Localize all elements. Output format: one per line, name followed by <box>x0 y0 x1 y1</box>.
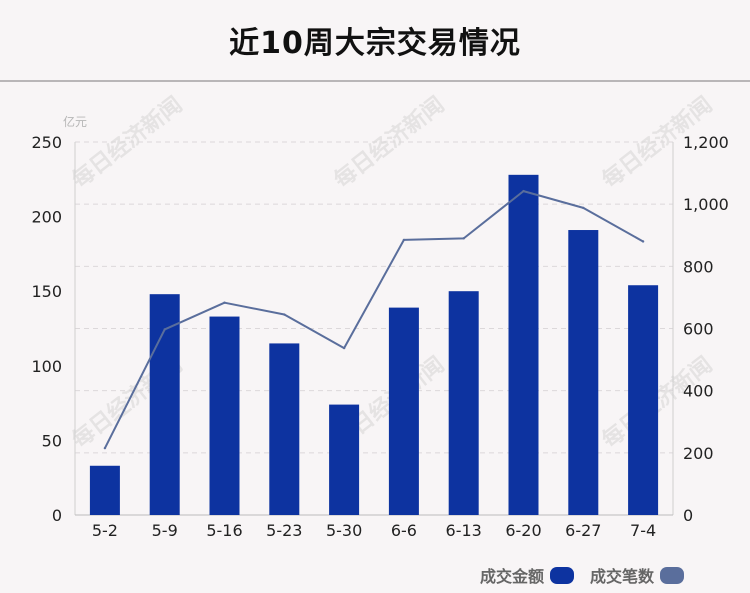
line-point-5-23 <box>283 313 286 316</box>
line-point-7-4 <box>641 240 645 243</box>
bar-6-6 <box>388 307 419 515</box>
bar-7-4 <box>628 285 659 515</box>
line-point-5-30 <box>342 346 346 350</box>
x-tick-label: 6-27 <box>565 521 601 540</box>
left-axis-unit-label: 亿元 <box>63 115 88 129</box>
bar-5-16 <box>209 316 240 515</box>
bar-6-13 <box>448 291 479 515</box>
bar-5-2 <box>89 465 120 515</box>
line-point-6-20 <box>522 189 525 193</box>
right-tick-label: 600 <box>683 320 714 339</box>
line-point-6-6 <box>402 238 406 242</box>
legend-item-count: 成交笔数 <box>590 563 684 587</box>
right-tick-label: 200 <box>683 444 714 463</box>
right-tick-label: 800 <box>683 257 714 276</box>
bar-5-23 <box>269 343 300 515</box>
line-point-6-13 <box>462 237 465 240</box>
line-point-5-2 <box>103 446 107 450</box>
right-tick-label: 400 <box>683 382 714 401</box>
x-tick-label: 6-13 <box>446 521 482 540</box>
left-tick-label: 200 <box>31 208 62 227</box>
x-tick-label: 5-23 <box>266 521 302 540</box>
legend-swatch-amount <box>549 566 574 584</box>
line-series-count <box>104 190 644 449</box>
x-tick-label: 5-9 <box>152 521 178 540</box>
x-tick-label: 5-2 <box>92 521 118 540</box>
x-tick-label: 5-16 <box>206 521 242 540</box>
legend-label-count: 成交笔数 <box>589 567 654 586</box>
bar-6-27 <box>568 230 599 515</box>
bar-5-30 <box>329 404 360 515</box>
x-tick-label: 6-20 <box>505 521 541 540</box>
x-tick-label: 5-30 <box>326 521 362 540</box>
chart-title: 近10周大宗交易情况 <box>229 26 521 61</box>
bar-5-9 <box>149 294 180 515</box>
left-tick-label: 250 <box>31 133 62 152</box>
legend: 成交金额 成交笔数 <box>464 563 684 587</box>
line-point-5-16 <box>223 301 226 304</box>
left-tick-label: 0 <box>52 506 62 525</box>
line-point-6-27 <box>582 206 585 210</box>
title-divider <box>0 80 750 82</box>
x-tick-label: 7-4 <box>630 521 656 540</box>
line-point-5-9 <box>163 328 166 331</box>
legend-item-amount: 成交金额 <box>480 563 574 587</box>
legend-swatch-count <box>660 566 684 584</box>
left-tick-label: 150 <box>31 282 62 301</box>
right-tick-label: 1,200 <box>683 133 729 152</box>
left-tick-label: 50 <box>42 431 62 450</box>
left-tick-label: 100 <box>31 357 62 376</box>
right-tick-label: 1,000 <box>683 195 729 214</box>
legend-label-amount: 成交金额 <box>479 567 544 586</box>
bar-6-20 <box>508 174 539 515</box>
x-tick-label: 6-6 <box>391 521 417 540</box>
right-tick-label: 0 <box>683 506 693 525</box>
